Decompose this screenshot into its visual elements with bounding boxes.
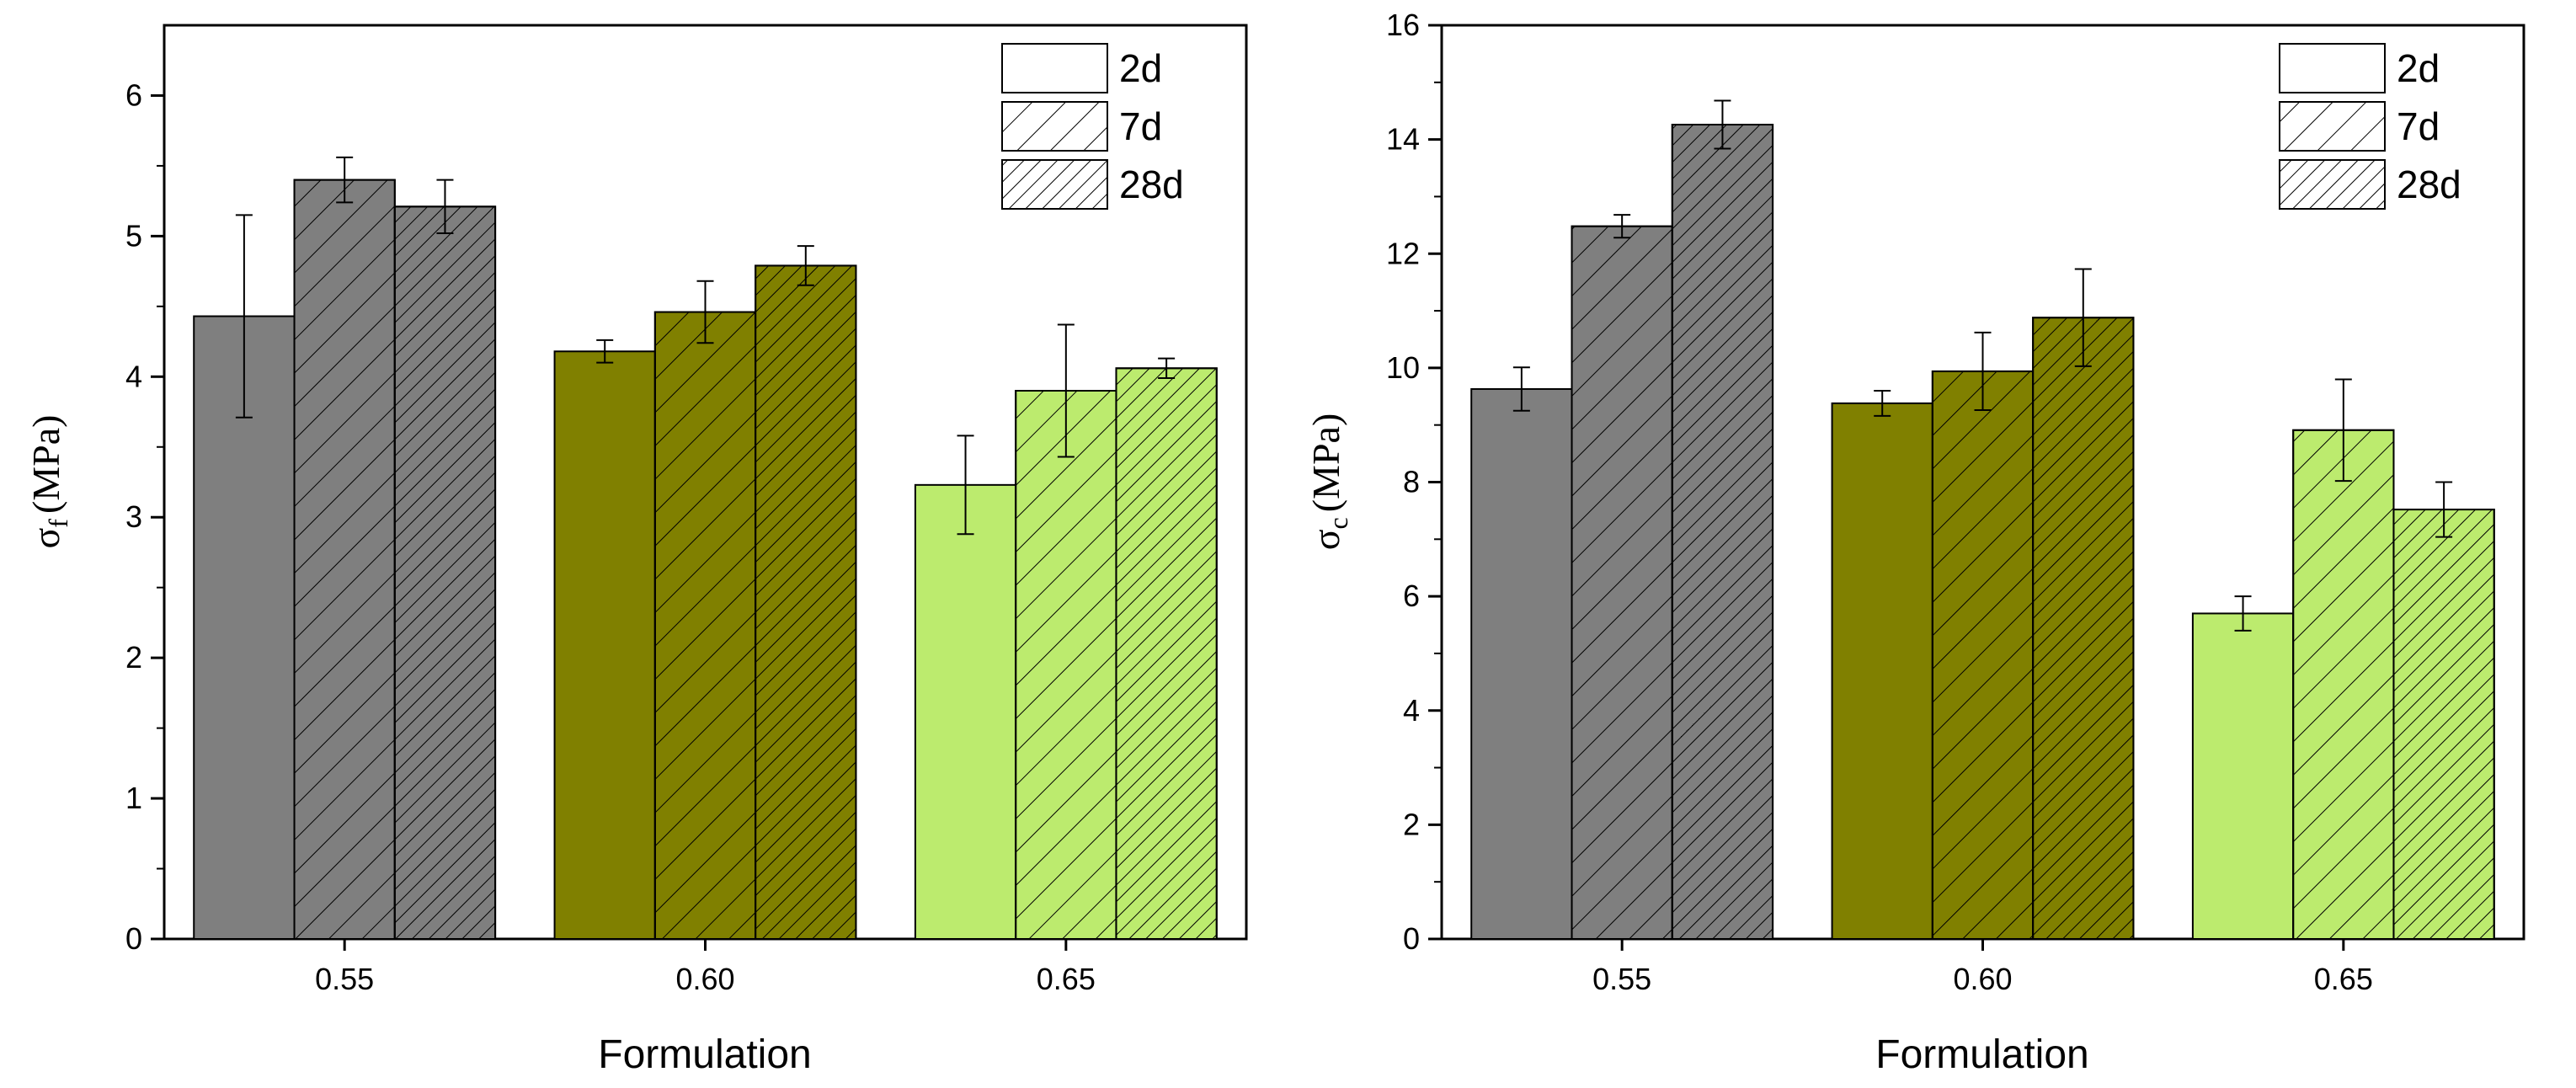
error-bar-2d-0.65 bbox=[2234, 595, 2252, 632]
y-tick-label: 0 bbox=[1403, 921, 1420, 956]
legend-label: 28d bbox=[2397, 163, 2461, 206]
y-tick-label: 16 bbox=[1386, 8, 1420, 42]
y-axis-subscript: c bbox=[1323, 517, 1353, 529]
bar-hatch-28d-0.60 bbox=[755, 264, 857, 940]
x-axis-title: Formulation bbox=[1875, 1032, 2088, 1077]
error-bar-2d-0.65 bbox=[957, 435, 974, 536]
bar-hatch-28d-0.65 bbox=[1115, 367, 1218, 940]
y-axis-title: σf (MPa) bbox=[24, 415, 73, 549]
x-tick-label: 0.60 bbox=[1953, 962, 2012, 996]
bar-hatch-7d-0.60 bbox=[653, 311, 757, 940]
bar-hatch-7d-0.65 bbox=[2292, 429, 2395, 940]
x-tick-label: 0.65 bbox=[2314, 962, 2373, 996]
error-bar-2d-0.60 bbox=[1874, 390, 1891, 417]
legend-label: 2d bbox=[1119, 46, 1162, 90]
y-axis-symbol: σ bbox=[1304, 529, 1347, 550]
legend-item-2d: 2d bbox=[1001, 43, 1162, 93]
x-tick-label: 0.55 bbox=[1592, 962, 1651, 996]
y-tick-label: 14 bbox=[1386, 122, 1420, 157]
legend-swatch-hatch bbox=[1001, 101, 1108, 152]
bar-hatch-7d-0.65 bbox=[1015, 390, 1117, 940]
error-bar-28d-0.60 bbox=[797, 245, 814, 286]
error-bar-28d-0.60 bbox=[2074, 268, 2092, 367]
legend-swatch-hatch bbox=[1001, 159, 1108, 210]
error-bar-28d-0.65 bbox=[1158, 357, 1176, 379]
error-bar-28d-0.55 bbox=[436, 179, 454, 235]
y-tick-label: 2 bbox=[1403, 807, 1420, 841]
x-tick-label: 0.55 bbox=[315, 962, 374, 996]
flexural-strength-chart: 0 1 2 3 4 5 6 0.55 0.60 0.65 Formulation σf (MPa)… bbox=[24, 24, 1248, 1077]
y-tick-label: 3 bbox=[125, 499, 142, 534]
bar-hatch-28d-0.65 bbox=[2392, 509, 2495, 940]
legend-swatch bbox=[2279, 43, 2386, 93]
y-tick-label: 4 bbox=[125, 359, 142, 393]
error-bar-2d-0.55 bbox=[235, 214, 253, 419]
error-bar-28d-0.65 bbox=[2435, 481, 2453, 538]
y-axis: 0 2 4 6 8 10 12 14 16 bbox=[1386, 8, 1442, 956]
error-bar-2d-0.60 bbox=[596, 339, 614, 364]
y-tick-label: 1 bbox=[125, 781, 142, 815]
error-bar-2d-0.55 bbox=[1512, 366, 1530, 412]
error-bar-7d-0.55 bbox=[336, 156, 354, 204]
y-axis-title: σc (MPa) bbox=[1304, 413, 1353, 551]
legend-swatch bbox=[1001, 43, 1108, 93]
error-bar-28d-0.55 bbox=[1714, 99, 1731, 150]
bar-2d-0.65 bbox=[2191, 612, 2295, 940]
error-bar-7d-0.55 bbox=[1613, 214, 1631, 239]
y-axis-symbol: σ bbox=[24, 528, 67, 549]
bars-layer bbox=[193, 156, 1218, 941]
bar-hatch-28d-0.55 bbox=[1671, 123, 1774, 940]
y-axis-unit: (MPa) bbox=[24, 415, 67, 515]
legend-swatch-hatch bbox=[2279, 159, 2386, 210]
y-tick-label: 6 bbox=[125, 77, 142, 112]
legend-label: 28d bbox=[1119, 163, 1184, 206]
y-tick-label: 12 bbox=[1386, 236, 1420, 270]
x-axis: 0.55 0.60 0.65 bbox=[1592, 939, 2373, 996]
legend-item-7d: 7d bbox=[1001, 101, 1162, 152]
y-tick-label: 8 bbox=[1403, 465, 1420, 499]
error-bar-7d-0.60 bbox=[1974, 331, 1992, 412]
error-bar-7d-0.60 bbox=[696, 280, 714, 344]
error-bar-7d-0.65 bbox=[2334, 378, 2352, 483]
y-tick-label: 0 bbox=[125, 921, 142, 956]
bar-2d-0.65 bbox=[914, 483, 1017, 940]
bar-hatch-7d-0.55 bbox=[1571, 225, 1673, 940]
y-tick-label: 4 bbox=[1403, 693, 1420, 728]
x-tick-label: 0.60 bbox=[675, 962, 734, 996]
y-tick-label: 6 bbox=[1403, 579, 1420, 613]
bar-2d-0.55 bbox=[1470, 387, 1573, 940]
x-tick-label: 0.65 bbox=[1037, 962, 1096, 996]
bar-hatch-7d-0.55 bbox=[293, 179, 396, 941]
legend: 2d 7d 28d bbox=[1001, 43, 1184, 210]
bar-hatch-28d-0.55 bbox=[393, 205, 497, 941]
legend-item-28d: 28d bbox=[2279, 159, 2461, 210]
legend-label: 7d bbox=[2397, 104, 2440, 148]
bar-2d-0.60 bbox=[553, 350, 656, 940]
bars-layer bbox=[1470, 99, 2495, 941]
legend-swatch-hatch bbox=[2279, 101, 2386, 152]
y-axis-subscript: f bbox=[43, 519, 73, 528]
bar-hatch-7d-0.60 bbox=[1931, 370, 2035, 941]
legend-label: 2d bbox=[2397, 46, 2440, 90]
x-axis: 0.55 0.60 0.65 bbox=[315, 939, 1096, 996]
x-axis-title: Formulation bbox=[598, 1032, 811, 1077]
legend-item-28d: 28d bbox=[1001, 159, 1184, 210]
legend-label: 7d bbox=[1119, 104, 1162, 148]
bar-hatch-28d-0.60 bbox=[2032, 317, 2135, 940]
y-tick-label: 5 bbox=[125, 218, 142, 253]
y-tick-label: 10 bbox=[1386, 350, 1420, 385]
bar-2d-0.60 bbox=[1831, 402, 1933, 940]
legend-item-7d: 7d bbox=[2279, 101, 2440, 152]
y-axis: 0 1 2 3 4 5 6 bbox=[125, 77, 164, 956]
legend: 2d 7d 28d bbox=[2279, 43, 2461, 210]
compressive-strength-chart: 0 2 4 6 8 10 12 14 16 0.55 0.60 0.65 Formulation σ… bbox=[1304, 8, 2525, 1077]
y-tick-label: 2 bbox=[125, 640, 142, 675]
error-bar-7d-0.65 bbox=[1057, 323, 1075, 458]
legend-item-2d: 2d bbox=[2279, 43, 2440, 93]
y-axis-unit: (MPa) bbox=[1304, 413, 1347, 513]
